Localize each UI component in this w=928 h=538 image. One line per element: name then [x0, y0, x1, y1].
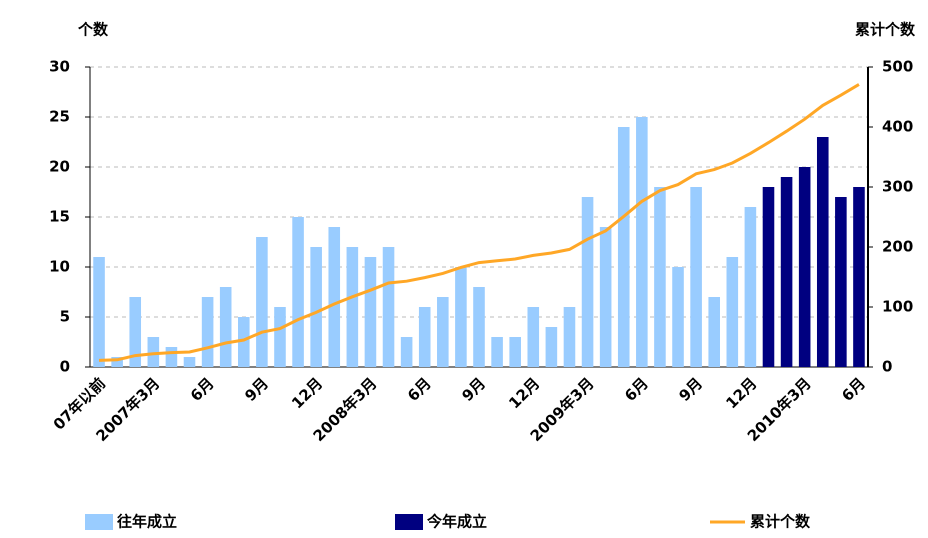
bar: [310, 247, 322, 367]
bar: [617, 127, 630, 367]
bar: [636, 117, 648, 367]
legend-swatch: [85, 514, 113, 530]
bar: [201, 297, 214, 367]
bar: [274, 307, 286, 367]
bar: [129, 297, 142, 367]
y-tick-label: 0: [60, 358, 70, 376]
bar: [690, 187, 702, 367]
x-tick-label: 9月: [675, 374, 706, 405]
y2-tick-label: 500: [882, 58, 913, 76]
bar: [400, 337, 413, 367]
y2-tick-label: 200: [882, 238, 913, 256]
bar: [346, 247, 359, 367]
y-axis-label: 个数: [77, 21, 109, 39]
bar: [509, 337, 521, 367]
bar: [816, 137, 829, 367]
bar: [292, 217, 304, 367]
x-tick-label: 9月: [241, 374, 272, 405]
x-tick-label: 6月: [838, 374, 869, 405]
bar: [708, 297, 720, 367]
bar: [455, 267, 467, 367]
y-tick-label: 10: [49, 258, 70, 276]
bar: [672, 267, 684, 367]
bar: [418, 307, 431, 367]
bar: [780, 177, 793, 367]
bar: [726, 257, 739, 367]
y-tick-label: 30: [49, 58, 70, 76]
bar: [165, 347, 178, 367]
bar: [744, 207, 757, 367]
line: [98, 83, 860, 362]
y2-tick-label: 300: [882, 178, 913, 196]
bar: [382, 247, 395, 367]
x-tick-label: 12月: [288, 374, 326, 412]
legend-label: 今年成立: [426, 513, 487, 531]
bar: [835, 197, 847, 367]
y2-tick-label: 0: [882, 358, 892, 376]
y-tick-label: 15: [49, 208, 70, 226]
bar: [563, 307, 576, 367]
x-tick-label: 6月: [621, 374, 652, 405]
x-tick-label: 12月: [722, 374, 760, 412]
bar: [581, 197, 594, 367]
bar: [853, 187, 865, 367]
x-tick-label: 9月: [458, 374, 489, 405]
y2-axis-label: 累计个数: [855, 21, 916, 39]
bar: [599, 227, 612, 367]
x-tick-label: 12月: [505, 374, 543, 412]
bar: [527, 307, 540, 367]
legend-label: 累计个数: [750, 513, 811, 531]
bar: [219, 287, 232, 367]
bar: [545, 327, 558, 367]
y-tick-label: 20: [49, 158, 70, 176]
bar: [437, 297, 449, 367]
bar: [256, 237, 268, 367]
bar: [491, 337, 503, 367]
y2-tick-label: 100: [882, 298, 913, 316]
bar: [93, 257, 105, 367]
legend-label: 往年成立: [117, 513, 177, 531]
bar: [111, 357, 123, 367]
bar: [364, 257, 377, 367]
y2-tick-label: 400: [882, 118, 913, 136]
bar: [183, 357, 196, 367]
bar: [328, 227, 341, 367]
legend-swatch: [395, 514, 423, 530]
x-tick-label: 6月: [404, 374, 435, 405]
bar: [147, 337, 160, 367]
bar: [762, 187, 775, 367]
bar: [798, 167, 811, 367]
x-tick-label: 6月: [187, 374, 218, 405]
bar: [654, 187, 666, 367]
bar: [473, 287, 485, 367]
y-tick-label: 25: [49, 108, 70, 126]
bar: [238, 317, 250, 367]
y-tick-label: 5: [60, 308, 70, 326]
